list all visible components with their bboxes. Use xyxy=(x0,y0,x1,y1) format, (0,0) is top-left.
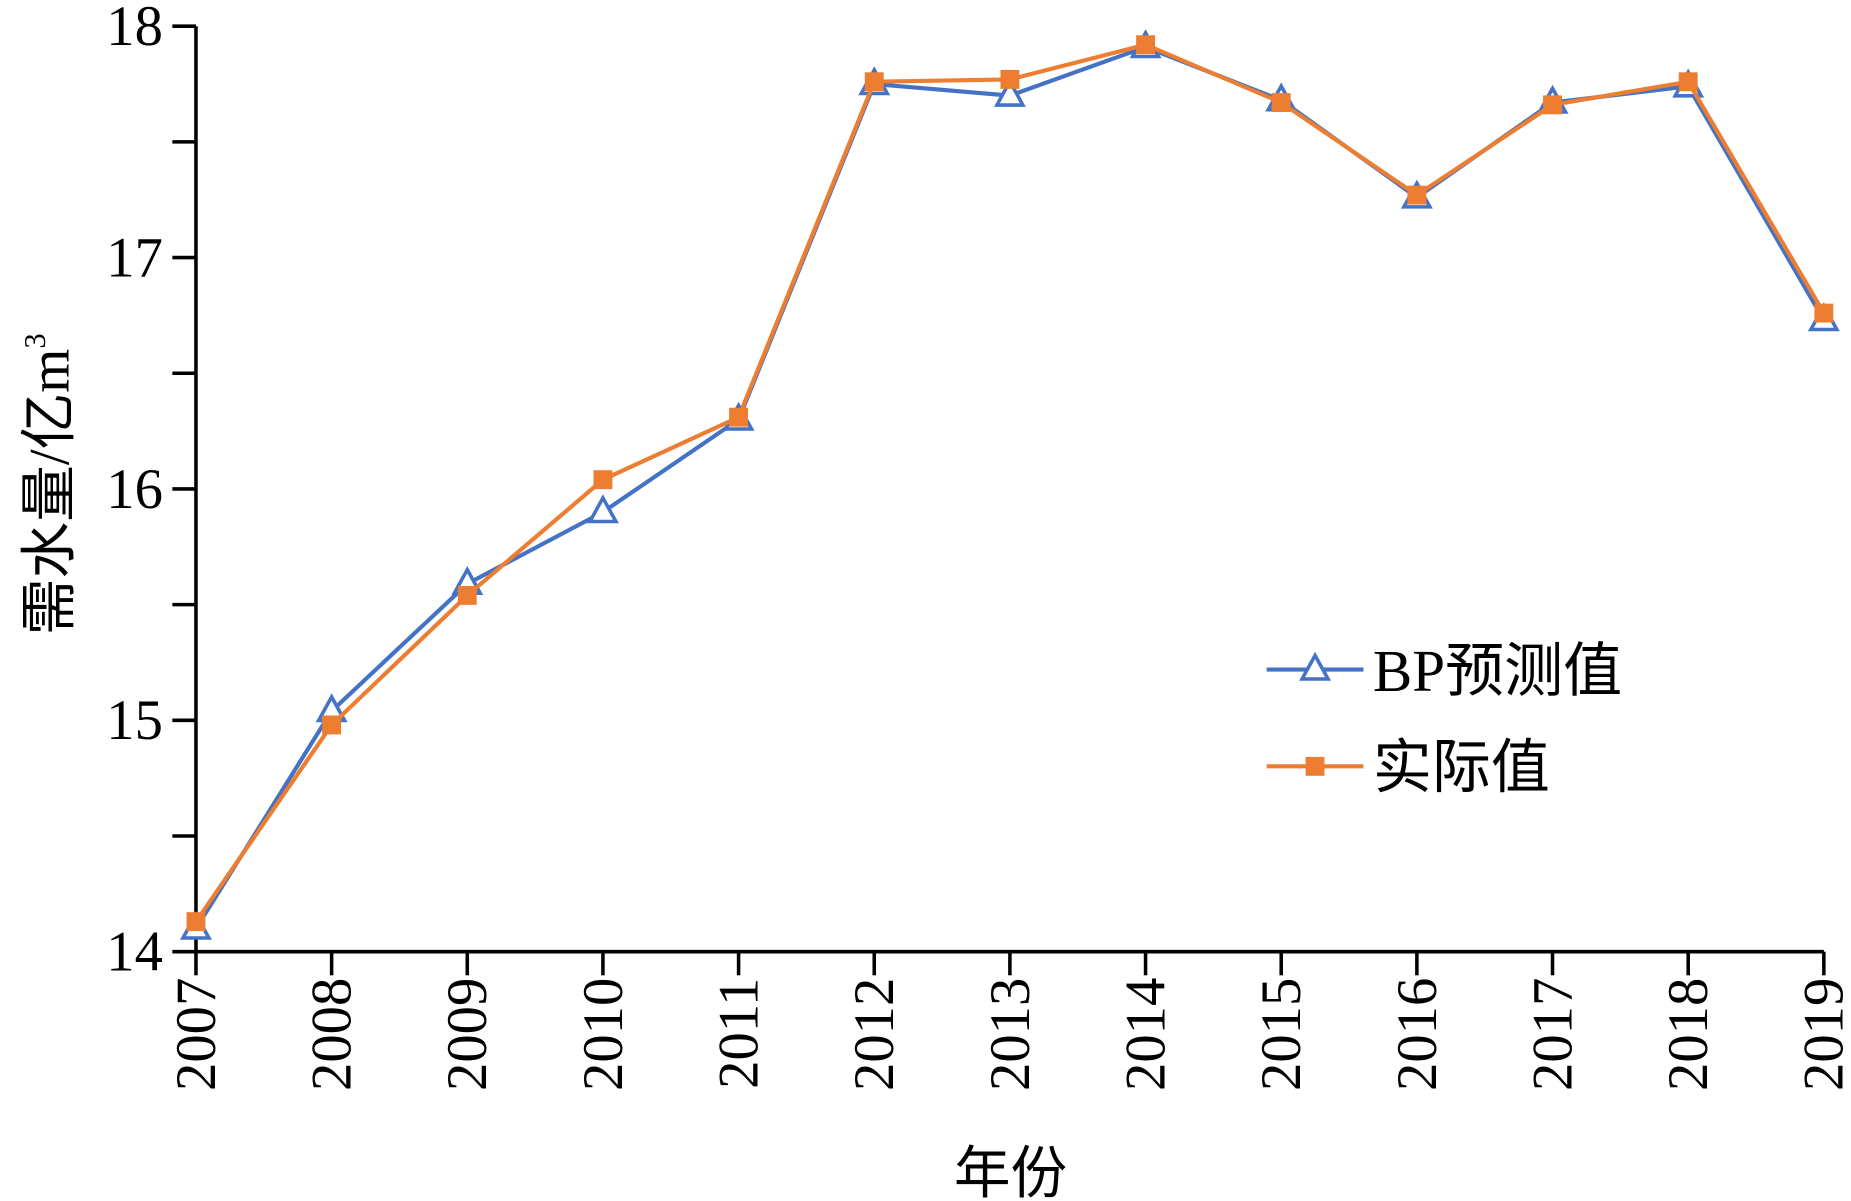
data-point-square xyxy=(1543,95,1562,115)
data-point-square xyxy=(864,72,884,92)
x-tick-label: 2008 xyxy=(302,978,364,1091)
data-point-square xyxy=(1136,35,1156,55)
data-point-square xyxy=(457,585,477,605)
data-point-square xyxy=(593,470,613,490)
x-tick-label: 2017 xyxy=(1522,978,1584,1091)
data-point-square xyxy=(1271,93,1291,112)
data-point-triangle xyxy=(586,494,619,524)
axes: 14 15 16 17 18 2007 2008 2009 2010 2011 2012 2013 20… xyxy=(106,0,1851,1091)
legend-label: BP预测值 xyxy=(1373,638,1622,704)
x-tick-label: 2018 xyxy=(1658,978,1720,1091)
x-tick-label: 2019 xyxy=(1794,978,1851,1091)
series-line xyxy=(194,44,1826,930)
x-axis-label: 年份 xyxy=(954,1144,1067,1201)
data-point-square xyxy=(186,912,206,932)
legend-item: 实际值 xyxy=(1266,735,1550,801)
x-tick-label: 2016 xyxy=(1387,978,1449,1091)
y-tick-label: 15 xyxy=(106,690,163,752)
x-tick-label: 2012 xyxy=(844,978,906,1091)
y-axis-label: 需水量/亿m3 xyxy=(18,333,82,635)
x-tick-label: 2007 xyxy=(166,978,228,1091)
data-point-square xyxy=(1814,303,1834,323)
y-tick-label: 16 xyxy=(106,459,163,521)
series-1 xyxy=(186,35,1834,932)
y-tick-label: 18 xyxy=(106,0,163,58)
x-tick-label: 2009 xyxy=(437,978,499,1091)
x-tick-label: 2010 xyxy=(573,978,635,1091)
data-point-triangle xyxy=(993,77,1026,107)
x-tick-label: 2011 xyxy=(708,978,770,1089)
y-tick-label: 17 xyxy=(106,227,163,289)
data-point-square xyxy=(1305,756,1325,776)
data-point-square xyxy=(1678,72,1698,92)
y-tick-label: 14 xyxy=(106,922,163,984)
series-layer xyxy=(179,29,1840,940)
x-tick-label: 2015 xyxy=(1251,978,1313,1091)
x-tick-label: 2014 xyxy=(1115,978,1177,1091)
series-0 xyxy=(179,29,1840,940)
legend-item: BP预测值 xyxy=(1266,638,1622,704)
x-tick-label: 2013 xyxy=(980,978,1042,1091)
data-point-triangle xyxy=(1299,651,1332,681)
data-point-square xyxy=(1000,69,1020,89)
data-point-square xyxy=(729,407,749,427)
data-point-square xyxy=(1407,185,1427,205)
legend-label: 实际值 xyxy=(1373,735,1550,801)
data-point-square xyxy=(322,715,342,735)
series-line xyxy=(194,42,1826,923)
